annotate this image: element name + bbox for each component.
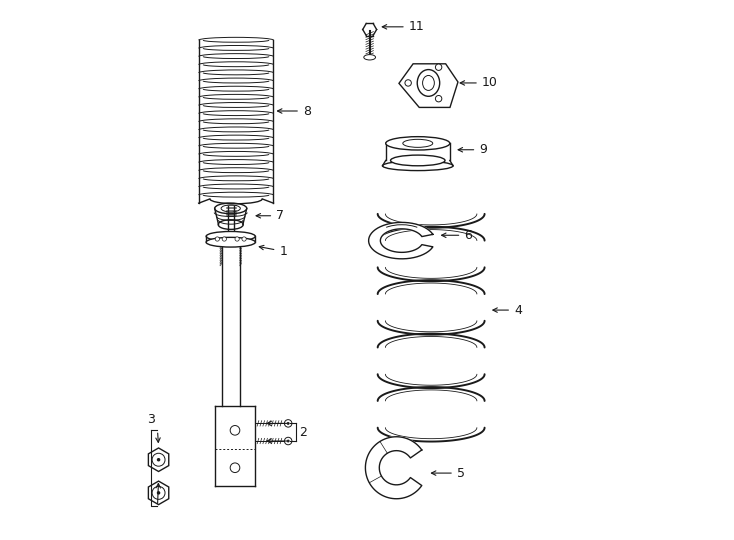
Circle shape	[242, 237, 246, 241]
Circle shape	[287, 440, 289, 442]
Text: 10: 10	[460, 77, 498, 90]
Circle shape	[285, 420, 292, 427]
Circle shape	[215, 237, 219, 241]
Polygon shape	[148, 448, 169, 471]
Ellipse shape	[364, 55, 376, 60]
Circle shape	[157, 491, 160, 495]
Ellipse shape	[390, 155, 445, 166]
Circle shape	[435, 64, 442, 70]
Ellipse shape	[206, 238, 255, 247]
Ellipse shape	[403, 139, 433, 147]
Ellipse shape	[382, 161, 453, 171]
Polygon shape	[366, 437, 422, 499]
Text: 8: 8	[277, 105, 311, 118]
Circle shape	[235, 237, 239, 241]
Polygon shape	[148, 481, 169, 504]
Circle shape	[285, 437, 292, 445]
Polygon shape	[368, 222, 433, 259]
Circle shape	[405, 80, 411, 86]
Text: 3: 3	[147, 413, 154, 426]
Circle shape	[287, 422, 289, 424]
Text: 6: 6	[442, 229, 472, 242]
Text: 11: 11	[382, 21, 424, 33]
Ellipse shape	[385, 137, 450, 150]
Circle shape	[152, 453, 165, 466]
Text: 7: 7	[256, 210, 284, 222]
Circle shape	[222, 237, 227, 241]
Circle shape	[230, 463, 240, 472]
Circle shape	[435, 96, 442, 102]
Circle shape	[230, 426, 240, 435]
Ellipse shape	[206, 232, 255, 241]
Text: 4: 4	[493, 303, 522, 316]
Ellipse shape	[423, 76, 435, 90]
Circle shape	[157, 458, 160, 462]
Text: 5: 5	[432, 467, 465, 480]
Text: 1: 1	[259, 245, 287, 258]
Polygon shape	[399, 64, 458, 107]
Ellipse shape	[417, 70, 440, 96]
Text: 2: 2	[299, 426, 308, 438]
Text: 9: 9	[458, 143, 487, 156]
Circle shape	[152, 487, 165, 500]
